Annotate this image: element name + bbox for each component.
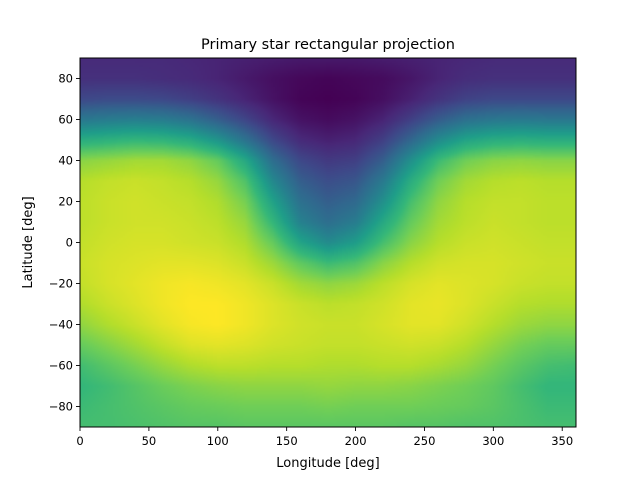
y-tick-label: 60 (58, 113, 73, 127)
y-axis-label: Latitude [deg] (21, 196, 36, 288)
x-tick-label: 50 (142, 434, 157, 448)
y-axis-ticks: −80 −60 −40 −20 0 20 40 60 80 (49, 72, 80, 414)
y-tick-label: 20 (58, 195, 73, 209)
x-tick-label: 0 (76, 434, 83, 448)
x-tick-label: 100 (207, 434, 229, 448)
x-tick-label: 150 (276, 434, 298, 448)
x-axis-label: Longitude [deg] (276, 456, 379, 471)
chart-title: Primary star rectangular projection (201, 37, 455, 53)
y-tick-label: −80 (49, 400, 73, 414)
x-tick-label: 350 (551, 434, 573, 448)
y-tick-label: −20 (49, 277, 73, 291)
x-tick-label: 200 (345, 434, 367, 448)
x-tick-label: 250 (413, 434, 435, 448)
y-tick-label: 40 (58, 154, 73, 168)
y-tick-label: −60 (49, 359, 73, 373)
y-tick-label: 80 (58, 72, 73, 86)
heatmap-image (80, 58, 576, 427)
y-tick-label: −40 (49, 318, 73, 332)
x-axis-ticks: 0 50 100 150 200 250 300 350 (76, 427, 573, 448)
x-tick-label: 300 (482, 434, 504, 448)
y-tick-label: 0 (66, 236, 73, 250)
heatmap-area (80, 58, 576, 427)
